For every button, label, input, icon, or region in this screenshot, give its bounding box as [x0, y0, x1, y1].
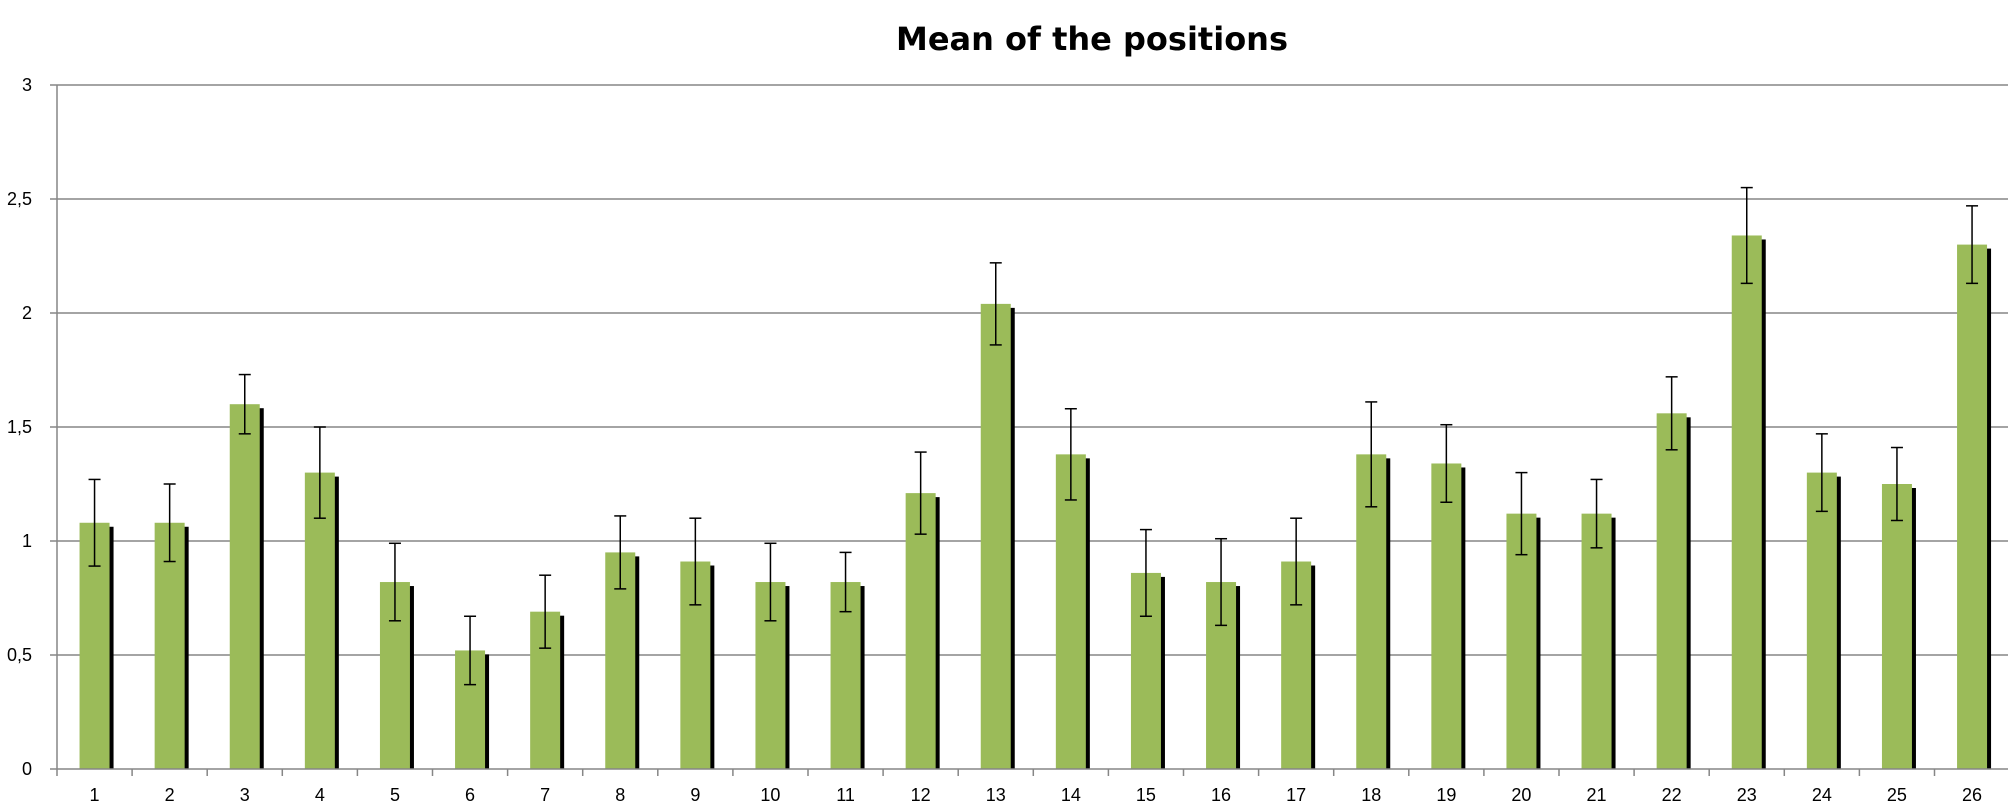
x-tick-label: 20 [1511, 785, 1531, 805]
x-tick-label: 16 [1211, 785, 1231, 805]
bar [1506, 513, 1537, 769]
bar [905, 493, 936, 769]
x-tick-label: 6 [465, 785, 475, 805]
x-tick-label: 4 [315, 785, 325, 805]
x-tick-label: 26 [1962, 785, 1982, 805]
bar [229, 404, 260, 769]
y-tick-label: 0 [22, 759, 32, 779]
x-tick-label: 10 [760, 785, 780, 805]
x-tick-label: 12 [911, 785, 931, 805]
error-bars-layer [88, 186, 1979, 686]
x-tick-label: 25 [1887, 785, 1907, 805]
chart-title: Mean of the positions [896, 20, 1288, 58]
bar [154, 522, 185, 769]
x-tick-label: 1 [90, 785, 100, 805]
y-tick-label: 2 [22, 303, 32, 323]
x-tick-label: 17 [1286, 785, 1306, 805]
y-tick-label: 2,5 [7, 189, 32, 209]
bar [1957, 244, 1988, 770]
axes-layer [50, 84, 2008, 776]
x-tick-label: 2 [165, 785, 175, 805]
x-tick-label: 13 [986, 785, 1006, 805]
bar [304, 472, 335, 769]
x-tick-label: 19 [1436, 785, 1456, 805]
bar [1581, 513, 1612, 769]
y-tick-label: 1,5 [7, 417, 32, 437]
bars-layer [79, 235, 1992, 770]
x-tick-label: 7 [540, 785, 550, 805]
x-tick-label: 5 [390, 785, 400, 805]
bar [1881, 484, 1912, 769]
x-tick-label: 21 [1587, 785, 1607, 805]
x-tick-label: 3 [240, 785, 250, 805]
grid-layer [57, 84, 2008, 656]
x-tick-label: 9 [690, 785, 700, 805]
y-tick-label: 0,5 [7, 645, 32, 665]
bar [1806, 472, 1837, 769]
y-tick-label: 1 [22, 531, 32, 551]
x-tick-label: 22 [1662, 785, 1682, 805]
bar [1656, 413, 1687, 769]
bar [1731, 235, 1762, 770]
bar [1055, 454, 1086, 769]
x-tick-label: 18 [1361, 785, 1381, 805]
x-tick-label: 24 [1812, 785, 1832, 805]
x-tick-label: 8 [615, 785, 625, 805]
bar [1431, 463, 1462, 769]
x-tick-label: 11 [836, 785, 855, 805]
y-tick-label: 3 [22, 75, 32, 95]
bar [830, 582, 861, 769]
bar [980, 303, 1011, 769]
x-tick-label: 15 [1136, 785, 1156, 805]
tick-labels-layer: 00,511,522,531 2 3 4 5 6 7 8 9 10 11 12 13 14 15 16 17 18… [7, 75, 1982, 805]
x-tick-label: 23 [1737, 785, 1757, 805]
x-tick-label: 14 [1061, 785, 1081, 805]
